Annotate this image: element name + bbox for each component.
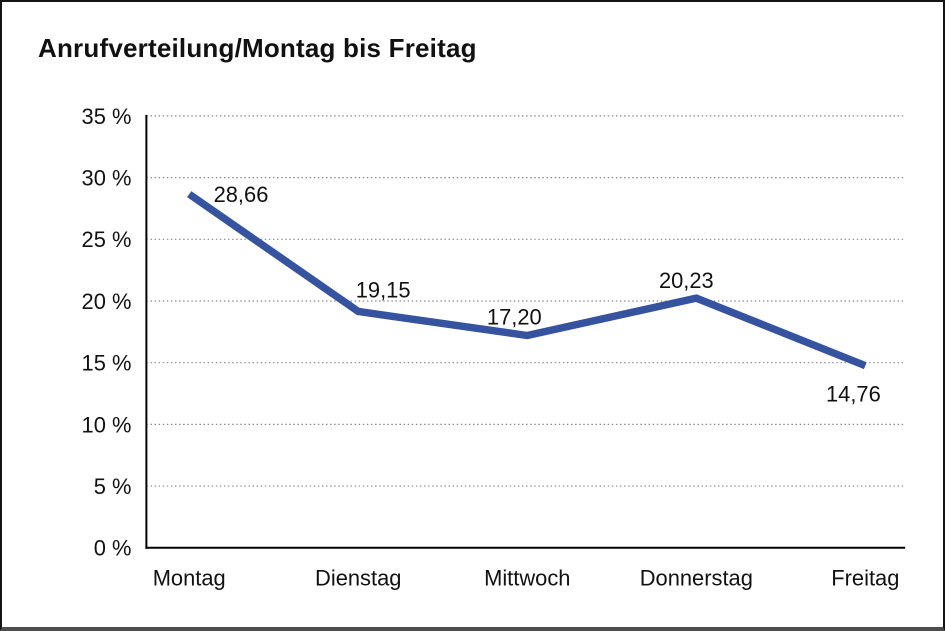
x-axis-category-label: Donnerstag — [640, 565, 753, 590]
y-axis-tick-label: 15 % — [82, 351, 132, 376]
data-point-label: 20,23 — [659, 268, 714, 293]
x-axis-category-label: Mittwoch — [484, 565, 570, 590]
y-axis-tick-label: 25 % — [82, 227, 132, 252]
data-point-label: 19,15 — [356, 278, 411, 303]
data-series-line — [187, 191, 867, 370]
y-axis-tick-label: 30 % — [82, 166, 132, 191]
chart-title: Anrufverteilung/Montag bis Freitag — [38, 33, 477, 63]
y-axis-tick-label: 0 % — [94, 536, 132, 561]
y-axis-tick-label: 10 % — [82, 412, 132, 437]
data-point-label: 14,76 — [826, 381, 881, 406]
y-axis-tick-label: 5 % — [94, 474, 132, 499]
data-point-label: 17,20 — [487, 305, 542, 330]
y-axis-tick-label: 35 % — [82, 104, 132, 129]
x-axis-category-label: Freitag — [831, 565, 899, 590]
x-axis-category-label: Dienstag — [315, 565, 401, 590]
x-axis-category-label: Montag — [153, 565, 226, 590]
data-point-label: 28,66 — [214, 182, 269, 207]
y-axis-tick-label: 20 % — [82, 289, 132, 314]
